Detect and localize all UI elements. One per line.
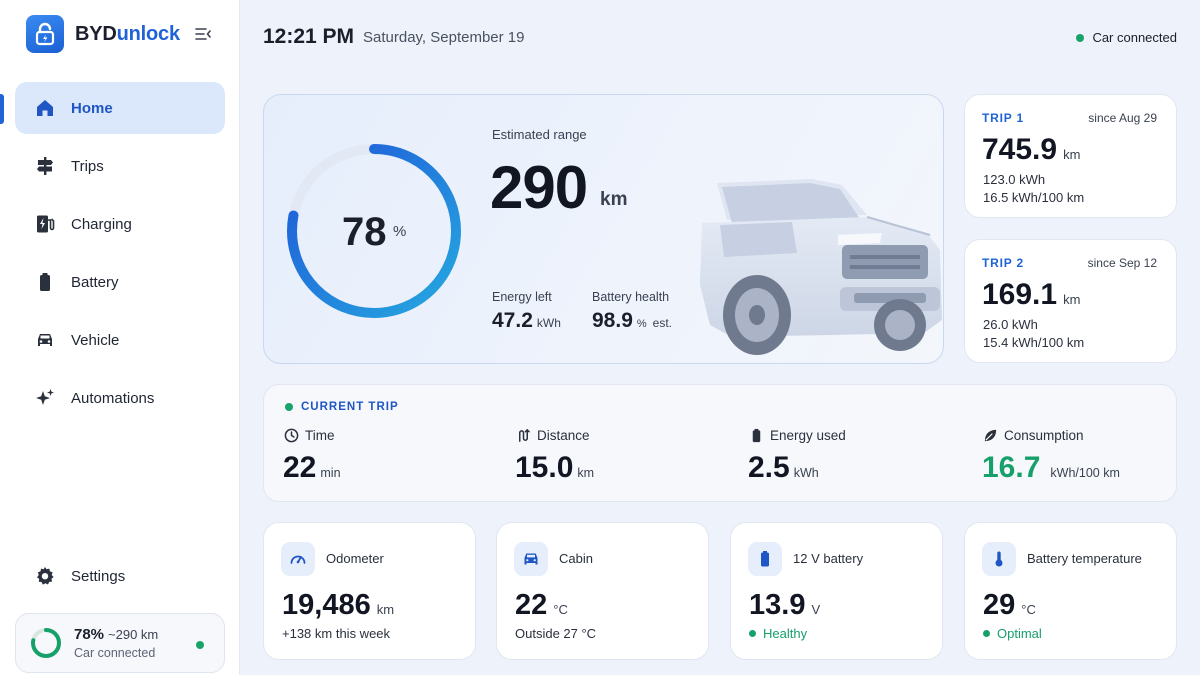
trip-consumption: 16.5 kWh/100 km [983, 190, 1085, 205]
thermometer-icon [982, 542, 1016, 576]
sidebar-item-home[interactable]: Home [15, 82, 225, 134]
status-percent: 78% [74, 626, 105, 643]
metric-time: Time 22 min [283, 427, 341, 485]
energy-left-value: 47.2 kWh [492, 309, 561, 332]
card-value: 19,486 km [282, 589, 395, 621]
status-dot [749, 630, 756, 637]
connection-label: Car connected [1092, 30, 1177, 45]
battery-icon [748, 542, 782, 576]
collapse-sidebar-icon[interactable] [194, 26, 212, 42]
clock-time: 12:21 PM [263, 25, 355, 48]
soc-gauge [287, 144, 461, 318]
brand-name: BYDunlock [75, 22, 180, 45]
current-trip-heading: CURRENT TRIP [285, 401, 399, 413]
sidebar-item-automations[interactable]: Automations [15, 372, 225, 424]
leaf-icon [982, 427, 998, 443]
sidebar-item-label: Vehicle [71, 331, 120, 349]
trip-distance: 169.1 km [982, 278, 1081, 311]
car-icon [35, 330, 55, 350]
clock-date: Saturday, September 19 [363, 29, 525, 46]
signpost-icon [35, 156, 55, 176]
live-dot [285, 403, 293, 411]
battery-health-value: 98.9% est. [592, 309, 672, 332]
soc-unit: % [393, 223, 407, 240]
vehicle-image [700, 179, 942, 355]
card-label: Cabin [559, 551, 593, 566]
trip-label: TRIP 1 [982, 111, 1024, 125]
trip-consumption: 15.4 kWh/100 km [983, 335, 1085, 350]
status-text: Car connected [74, 646, 156, 660]
sidebar-item-label: Home [71, 99, 113, 117]
aux-battery-card[interactable]: 12 V battery 13.9 V Healthy [730, 522, 943, 660]
sidebar-item-trips[interactable]: Trips [15, 140, 225, 192]
trip-energy: 26.0 kWh [983, 317, 1038, 332]
card-status: Optimal [983, 626, 1042, 641]
metric-distance: Distance 15.0 km [515, 427, 595, 485]
trip-since: since Sep 12 [1087, 256, 1157, 270]
card-label: Battery temperature [1027, 551, 1142, 566]
gear-icon [35, 566, 55, 586]
connection-dot [196, 641, 204, 649]
card-value: 22 °C [515, 589, 568, 621]
metric-consumption: Consumption 16.7 kWh/100 km [982, 427, 1120, 485]
trip-energy: 123.0 kWh [983, 172, 1046, 187]
range-unit: km [600, 189, 628, 210]
cabin-card[interactable]: Cabin 22 °C Outside 27 °C [496, 522, 709, 660]
battery-health-label: Battery health [592, 290, 670, 304]
current-trip-card[interactable]: CURRENT TRIP Time 22 min Distance 15.0 km … [263, 384, 1177, 502]
card-subtext: +138 km this week [282, 626, 391, 641]
sidebar-item-label: Charging [71, 215, 132, 233]
status-dot [983, 630, 990, 637]
sidebar-item-label: Automations [71, 389, 155, 407]
sidebar-item-vehicle[interactable]: Vehicle [15, 314, 225, 366]
sidebar: BYDunlock Home Trips Charging [0, 0, 240, 675]
clock-icon [283, 427, 299, 443]
home-icon [35, 98, 55, 118]
trip-card-1[interactable]: TRIP 1 since Aug 29 745.9 km 123.0 kWh 16… [964, 94, 1177, 218]
active-indicator [0, 94, 4, 124]
battery-ring [31, 628, 61, 658]
sidebar-item-settings[interactable]: Settings [15, 550, 225, 602]
trip-since: since Aug 29 [1088, 111, 1157, 125]
connection-status: Car connected [1076, 30, 1177, 45]
card-value: 13.9 V [749, 589, 821, 621]
trip-label: TRIP 2 [982, 256, 1024, 270]
card-subtext: Outside 27 °C [515, 626, 597, 641]
battery-small-icon [748, 427, 764, 443]
range-label: Estimated range [492, 127, 587, 142]
card-label: 12 V battery [793, 551, 864, 566]
vehicle-status-card[interactable]: 78% ~290 km Car connected [15, 613, 225, 673]
connection-dot [1076, 33, 1085, 42]
sidebar-nav: Home Trips Charging Battery Vehicle [15, 82, 225, 430]
card-label: Odometer [326, 551, 384, 566]
status-range: ~290 km [108, 627, 159, 642]
metric-energy-used: Energy used 2.5 kWh [748, 427, 846, 485]
range-card[interactable]: 78 % Estimated range 290 km Energy left … [263, 94, 944, 364]
sidebar-item-charging[interactable]: Charging [15, 198, 225, 250]
sidebar-item-battery[interactable]: Battery [15, 256, 225, 308]
route-icon [515, 427, 531, 443]
battery-icon [35, 272, 55, 292]
speedometer-icon [281, 542, 315, 576]
battery-temperature-card[interactable]: Battery temperature 29 °C Optimal [964, 522, 1177, 660]
soc-value: 78 [342, 210, 387, 254]
card-status: Healthy [749, 626, 807, 641]
sidebar-item-label: Battery [71, 273, 119, 291]
range-value: 290 [490, 154, 588, 221]
trip-card-2[interactable]: TRIP 2 since Sep 12 169.1 km 26.0 kWh 15.… [964, 239, 1177, 363]
card-value: 29 °C [983, 589, 1036, 621]
charging-station-icon [35, 214, 55, 234]
sidebar-item-label: Trips [71, 157, 104, 175]
lock-logo-icon [26, 15, 64, 53]
odometer-card[interactable]: Odometer 19,486 km +138 km this week [263, 522, 476, 660]
brand[interactable]: BYDunlock [26, 15, 180, 53]
sparkles-icon [35, 388, 55, 408]
trip-distance: 745.9 km [982, 133, 1081, 166]
energy-left-label: Energy left [492, 290, 552, 304]
car-front-icon [514, 542, 548, 576]
sidebar-item-label: Settings [71, 567, 126, 585]
